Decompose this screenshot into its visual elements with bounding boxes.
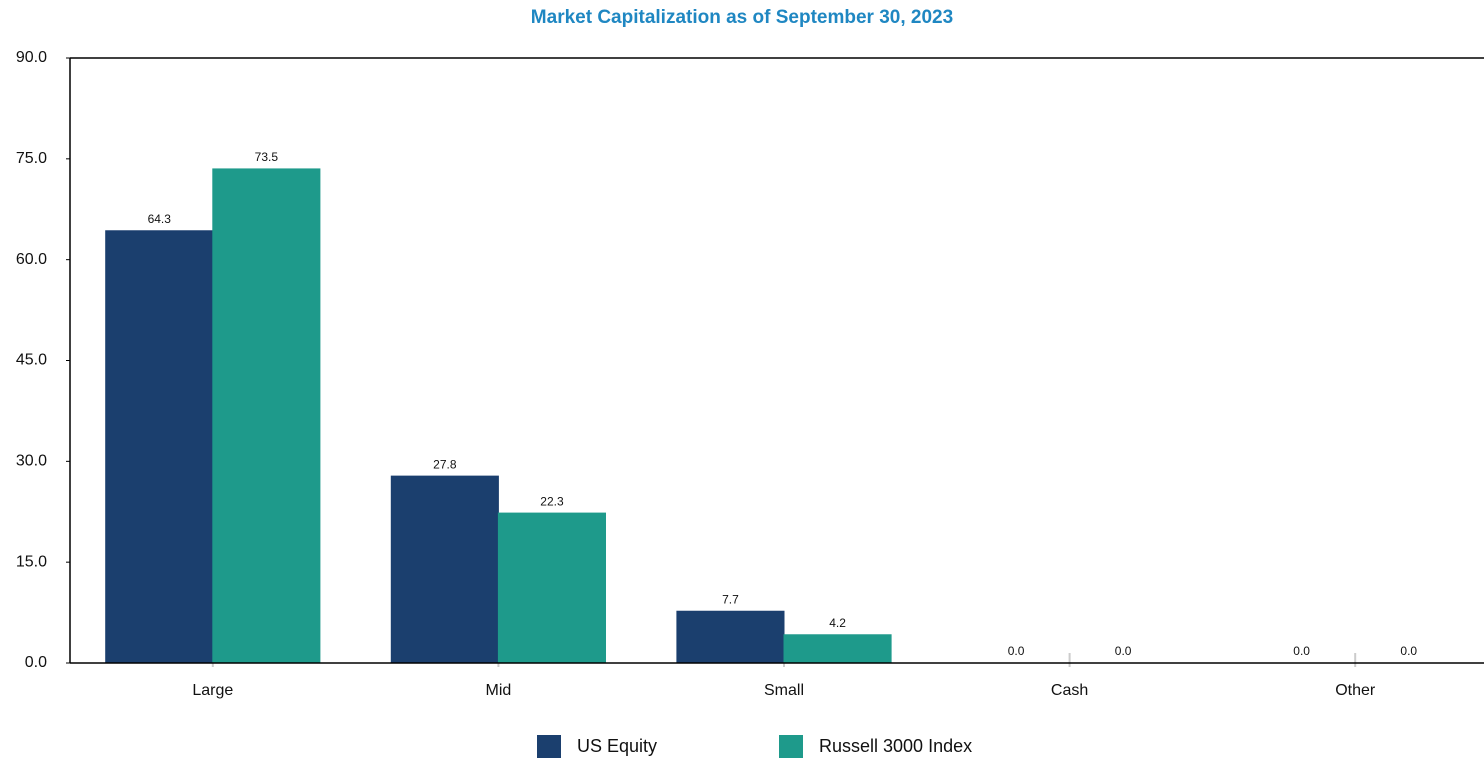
value-label: 4.2: [829, 616, 846, 630]
bar: [497, 512, 606, 664]
bar: [783, 634, 892, 664]
value-label: 64.3: [148, 212, 172, 226]
y-tick-label: 75.0: [16, 150, 47, 167]
y-tick-label: 90.0: [16, 49, 47, 66]
bar: [212, 168, 321, 664]
value-label: 0.0: [1400, 644, 1417, 658]
y-tick-label: 0.0: [25, 654, 47, 671]
value-label: 0.0: [1293, 644, 1310, 658]
y-tick-label: 60.0: [16, 251, 47, 268]
x-tick-label: Other: [1335, 682, 1376, 699]
y-tick-label: 15.0: [16, 553, 47, 570]
value-label: 0.0: [1115, 644, 1132, 658]
chart-title: Market Capitalization as of September 30…: [531, 7, 953, 28]
x-tick-label: Small: [764, 682, 804, 699]
legend-label: US Equity: [577, 736, 657, 756]
y-tick-label: 30.0: [16, 453, 47, 470]
value-label: 27.8: [433, 457, 457, 471]
bar: [390, 475, 499, 664]
bar: [676, 610, 785, 664]
x-tick-label: Cash: [1051, 682, 1088, 699]
value-label: 0.0: [1008, 644, 1025, 658]
y-tick-label: 45.0: [16, 352, 47, 369]
value-label: 73.5: [255, 150, 279, 164]
value-label: 22.3: [540, 494, 564, 508]
x-tick-label: Mid: [486, 682, 512, 699]
x-tick-label: Large: [192, 682, 233, 699]
legend-swatch: [779, 735, 803, 758]
value-label: 7.7: [722, 592, 739, 606]
legend-label: Russell 3000 Index: [819, 736, 972, 756]
bar: [105, 230, 214, 664]
legend-swatch: [537, 735, 561, 758]
